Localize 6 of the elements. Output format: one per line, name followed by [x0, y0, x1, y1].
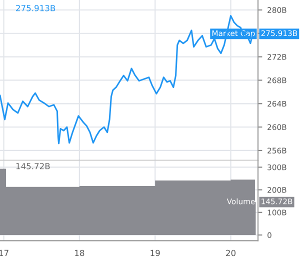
x-tick-label: 19	[150, 250, 160, 256]
annotation: 145.72B	[16, 162, 50, 170]
x-tick-label: 20	[226, 250, 236, 256]
line-series	[0, 15, 254, 144]
x-tick-label: 18	[75, 250, 84, 256]
annotation: 275.913B	[16, 4, 56, 12]
